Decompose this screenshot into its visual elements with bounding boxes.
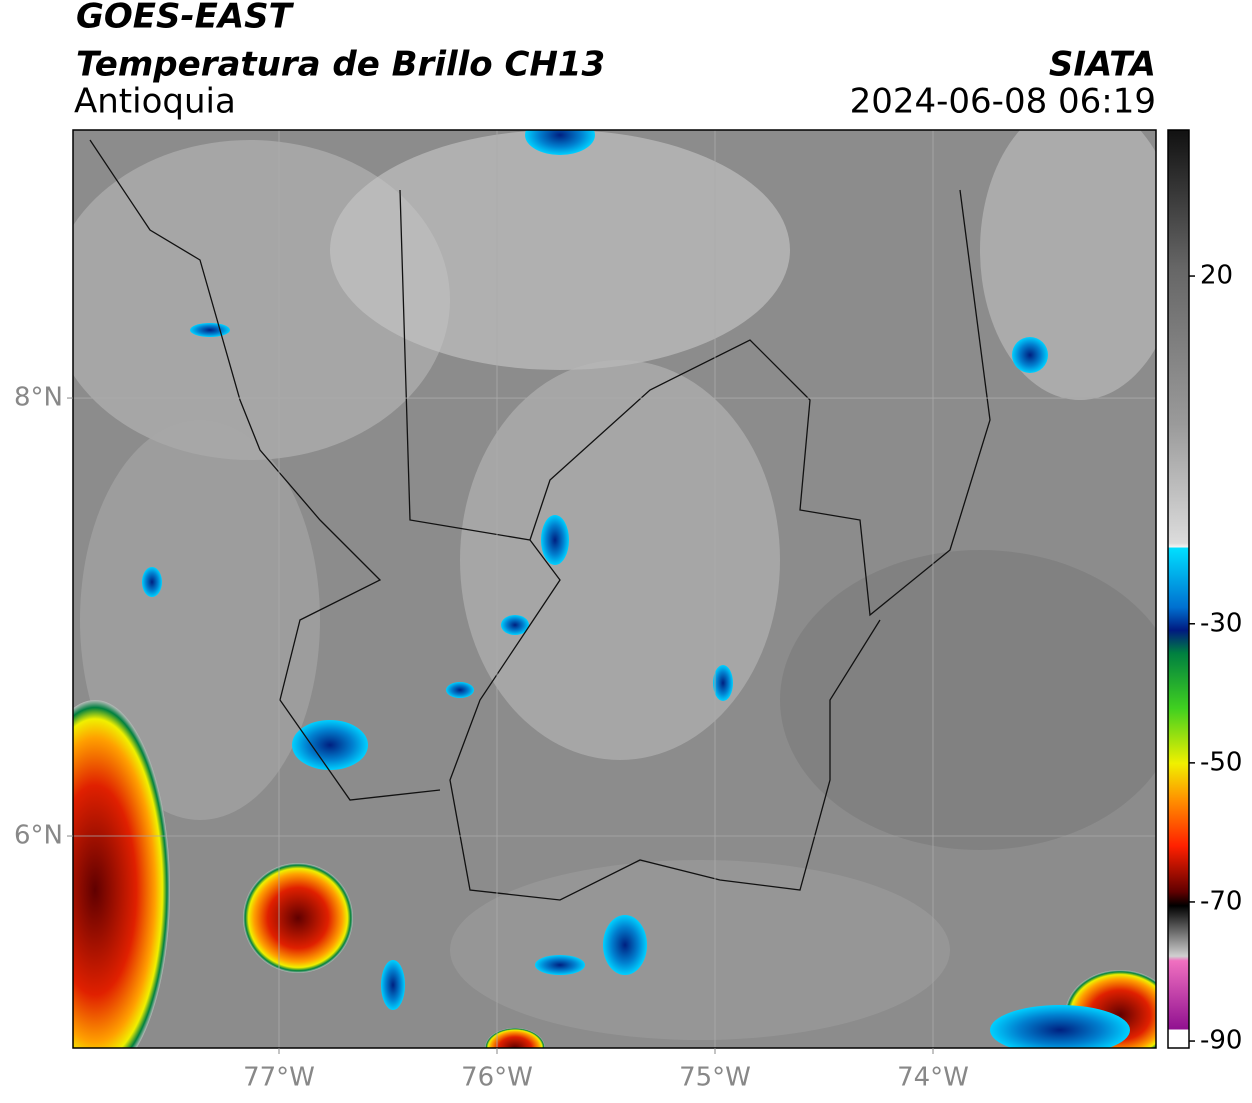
x-tick-label: 75°W — [679, 1063, 751, 1093]
y-tick-label: 6°N — [14, 821, 63, 851]
x-tick-label: 77°W — [243, 1063, 315, 1093]
colorbar-tick-label: -50 — [1200, 747, 1242, 777]
colorbar-tick-label: 20 — [1200, 261, 1233, 291]
y-tick-label: 8°N — [14, 383, 63, 413]
colorbar-tick-label: -30 — [1200, 608, 1242, 638]
source: SIATA — [1049, 45, 1156, 85]
colorbar — [1167, 129, 1190, 1049]
x-tick-label: 74°W — [897, 1063, 969, 1093]
title: GOES-EAST — [76, 0, 295, 37]
colorbar-tick-label: -90 — [1200, 1026, 1242, 1056]
map-frame — [72, 129, 1157, 1049]
datetime: 2024-06-08 06:19 — [850, 82, 1156, 122]
subtitle: Temperatura de Brillo CH13 — [76, 45, 605, 85]
map-image — [73, 130, 1156, 1048]
x-tick-label: 76°W — [461, 1063, 533, 1093]
graticule — [73, 130, 1156, 1048]
region: Antioquia — [74, 82, 236, 122]
colorbar-tick-label: -70 — [1200, 886, 1242, 916]
